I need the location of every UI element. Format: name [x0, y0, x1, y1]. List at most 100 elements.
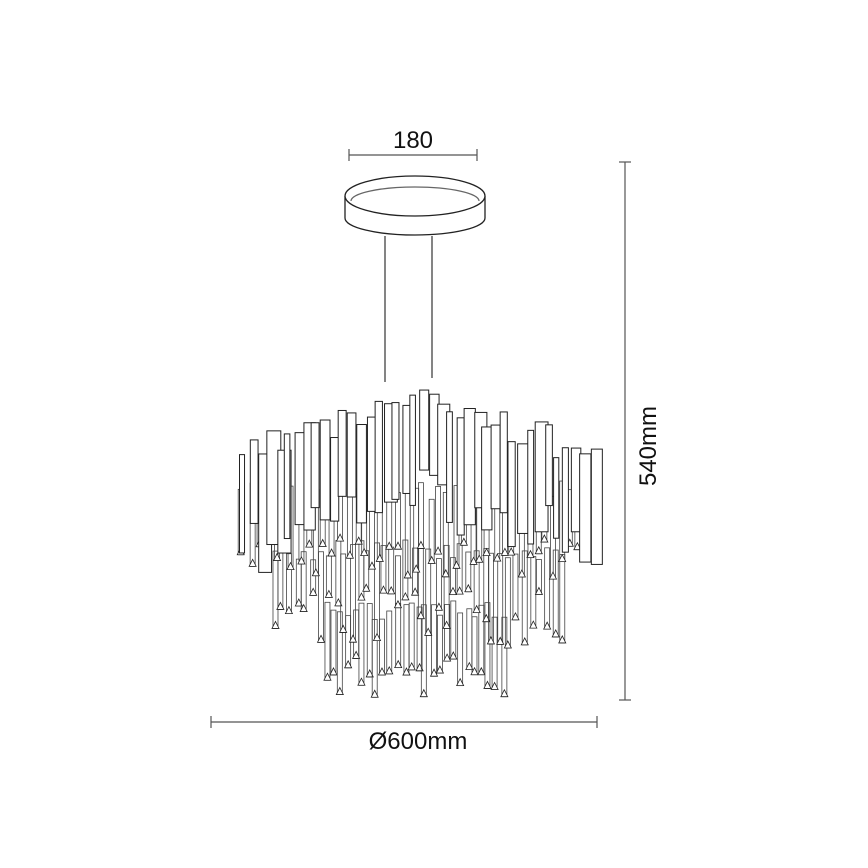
crystal-bar — [239, 454, 246, 554]
crystal-bar — [319, 419, 331, 521]
crystal-rod — [478, 604, 485, 676]
crystal-prism — [449, 651, 458, 660]
crystal-rod — [395, 603, 402, 669]
crystal-bar — [561, 447, 569, 553]
crystal-prism — [393, 599, 403, 609]
ceiling-canopy — [344, 175, 486, 236]
crystal-prism — [401, 591, 410, 601]
crystal-prism — [370, 689, 379, 698]
crystal-bar — [283, 433, 291, 540]
crystal-rod — [471, 616, 478, 676]
crystal-rod — [450, 600, 457, 660]
crystal-rod — [324, 601, 331, 681]
crystal-prism — [345, 550, 355, 559]
crystal-prism — [493, 553, 502, 562]
crystal-prism — [316, 634, 326, 643]
crystal-prism — [507, 547, 516, 556]
crystal-rod — [504, 557, 511, 649]
crystal-prism — [299, 603, 308, 612]
crystal-prism — [448, 586, 458, 596]
canopy-width-dimension — [348, 149, 478, 161]
crystal-prism — [305, 539, 314, 548]
crystal-rod — [437, 614, 443, 674]
crystal-rod — [336, 611, 343, 695]
crystal-bar — [456, 417, 465, 536]
diameter-label: Ø600mm — [369, 728, 468, 755]
crystal-rod — [340, 553, 347, 633]
canopy-inner-edge — [350, 186, 480, 202]
crystal-prism — [372, 632, 382, 641]
crystal-prism — [500, 688, 509, 698]
canopy-width-label: 180 — [393, 127, 433, 154]
crystal-prism — [470, 666, 479, 676]
crystal-bar — [481, 426, 493, 531]
crystal-rod — [408, 602, 415, 671]
crystal-prism — [543, 621, 552, 630]
crystal-prism — [335, 686, 344, 695]
crystal-prism — [540, 534, 549, 543]
crystal-bar — [337, 409, 347, 497]
crystal-prism — [429, 668, 439, 677]
crystal-prism — [419, 688, 428, 698]
crystal-rod — [512, 553, 519, 621]
crystal-rod — [358, 602, 365, 686]
crystal-bar — [374, 400, 383, 514]
crystal-rod — [431, 604, 437, 677]
crystal-prism — [297, 556, 306, 565]
crystal-bar — [553, 457, 560, 539]
crystal-prism — [455, 586, 464, 595]
crystal-prism — [442, 653, 452, 662]
crystal-prism — [490, 681, 499, 690]
crystal-rod — [386, 494, 393, 550]
crystal-rod — [418, 482, 424, 549]
crystal-prism — [558, 553, 567, 563]
crystal-rod — [466, 608, 473, 671]
crystal-bar — [330, 437, 340, 522]
crystal-prism — [465, 661, 474, 671]
crystal-rod — [457, 612, 464, 687]
crystal-prism — [357, 592, 366, 601]
crystal-prism — [434, 602, 444, 611]
crystal-prism — [294, 598, 303, 607]
crystal-prism — [309, 587, 318, 596]
crystal-bar — [590, 448, 603, 565]
crystal-bar — [579, 453, 592, 563]
crystal-prism — [357, 677, 366, 686]
crystal-prism — [248, 558, 257, 567]
diameter-dimension — [210, 716, 598, 728]
crystal-rod — [544, 547, 551, 630]
crystal-bar — [507, 441, 516, 548]
crystal-prism — [416, 540, 426, 549]
crystal-bar — [490, 424, 501, 510]
crystal-prism — [402, 667, 411, 676]
crystal-rod — [330, 609, 337, 676]
crystal-prism — [496, 636, 505, 645]
crystal-prism — [472, 604, 481, 614]
crystal-prism — [394, 659, 403, 669]
crystal-prism — [412, 564, 421, 573]
crystal-prism — [482, 547, 491, 557]
crystal-prism — [534, 545, 543, 555]
crystal-prism — [486, 636, 496, 645]
crystal-prism — [435, 665, 445, 674]
crystal-rod — [530, 556, 537, 629]
crystal-prism — [511, 611, 520, 621]
crystal-prism — [311, 567, 320, 577]
crystal-bar — [356, 424, 367, 524]
crystal-prism — [286, 561, 295, 570]
crystal-prism — [551, 629, 560, 638]
crystal-prism — [548, 571, 558, 580]
crystal-prism — [416, 610, 425, 620]
crystal-prism — [424, 627, 433, 636]
crystal-rod — [318, 551, 324, 643]
crystal-prism — [427, 555, 436, 564]
crystal-prism — [385, 541, 394, 550]
crystal-rod — [346, 490, 353, 559]
height-dimension — [619, 161, 631, 701]
crystal-bar — [310, 422, 320, 509]
crystal-prism — [410, 587, 420, 596]
crystal-prism — [407, 661, 416, 671]
crystal-prism — [343, 659, 353, 669]
